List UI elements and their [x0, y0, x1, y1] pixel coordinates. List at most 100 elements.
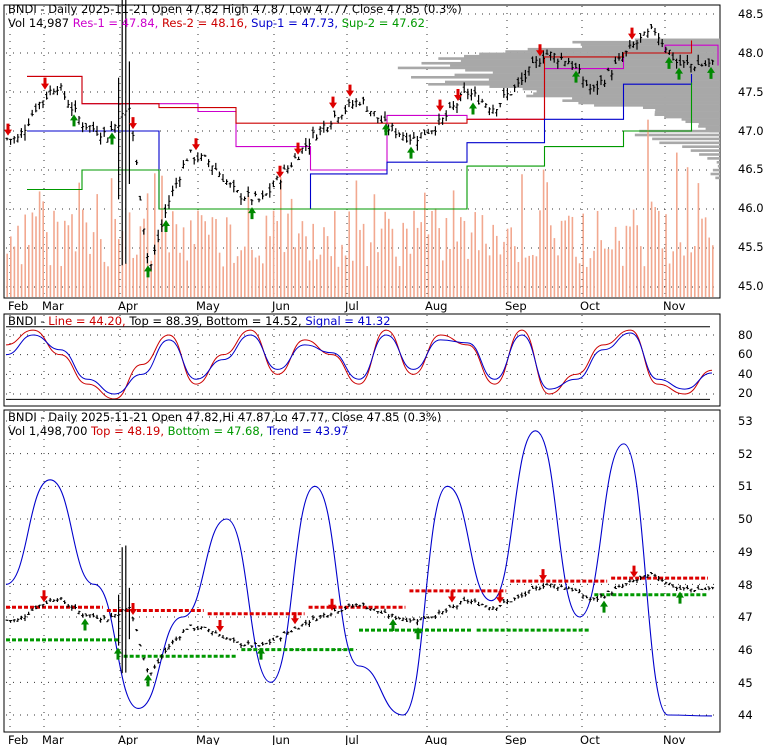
volume-bar [218, 252, 221, 297]
volume-profile-bar [642, 106, 720, 109]
volume-profile-bar [699, 153, 720, 156]
volume-bar [240, 250, 242, 297]
x-tick-label: Oct [580, 733, 600, 745]
volume-bar [697, 183, 700, 297]
volume-bar [67, 225, 70, 297]
volume-bar [456, 241, 458, 297]
volume-bar [463, 220, 466, 297]
buy-arrow-icon [70, 114, 78, 127]
buy-arrow-icon [162, 219, 170, 232]
buy-arrow-icon [707, 66, 715, 79]
trend-y-axis: 53 52 51 50 49 48 47 46 45 44 [738, 414, 753, 722]
volume-bar [611, 249, 613, 297]
volume-profile-bar [634, 133, 720, 137]
volume-bar [24, 214, 26, 297]
volume-profile-bar [698, 122, 720, 126]
volume-bar [13, 246, 16, 297]
volume-profile-bar [465, 68, 720, 72]
buy-arrow-icon [676, 591, 684, 604]
x-tick-label: May [196, 733, 220, 745]
trend-lines [5, 430, 713, 717]
volume-label: Vol 14,987 [8, 16, 73, 30]
volume-bar [136, 254, 138, 297]
volume-bar [82, 209, 84, 297]
volume-bar [305, 236, 307, 297]
sell-arrow-icon [628, 27, 636, 40]
volume-profile-bar [655, 108, 720, 112]
stochastic-header: BNDI - Line = 44.20, Top = 88.39, Bottom… [8, 314, 391, 328]
volume-bar [593, 250, 595, 297]
volume-bar [53, 210, 55, 297]
volume-bar [647, 119, 649, 297]
volume-bar [31, 212, 34, 297]
volume-bar [164, 221, 167, 297]
volume-bar [96, 194, 98, 297]
x-tick-label: Jul [344, 733, 359, 745]
volume-bar [64, 220, 66, 297]
volume-bar [143, 218, 145, 297]
sell-arrow-icon [346, 84, 354, 97]
volume-profile-bar [707, 157, 720, 160]
volume-bar [460, 217, 462, 297]
volume-bar [499, 254, 502, 297]
stochastic-panel-frame [3, 313, 721, 407]
volume-bar [258, 255, 260, 297]
volume-bar [406, 228, 408, 297]
volume-bar [244, 246, 246, 297]
volume-bar [139, 226, 142, 297]
line-sup-2 [27, 82, 693, 210]
volume-bar [316, 259, 318, 297]
volume-bar [539, 210, 541, 297]
volume-bar [197, 210, 199, 297]
sell-arrow-icon [448, 590, 456, 603]
volume-bar [6, 253, 8, 297]
stochastic-top-label: Top = 88.39, [128, 314, 206, 328]
volume-profile-bar [685, 120, 720, 124]
volume-bar [366, 266, 368, 297]
volume-bar [359, 229, 361, 297]
volume-bar [362, 223, 365, 297]
stochastic-line-line [5, 329, 713, 400]
volume-bar [380, 228, 383, 297]
volume-profile-bar [654, 113, 720, 117]
sell-arrow-icon [291, 612, 299, 625]
res2-label: Res-2 = 48.16, [162, 16, 251, 30]
volume-bar [643, 266, 646, 297]
volume-bar [560, 220, 563, 297]
volume-bar [701, 218, 703, 297]
volume-bar [510, 227, 512, 297]
volume-bar [582, 213, 584, 297]
volume-bar [182, 227, 185, 297]
volume-bar [395, 256, 397, 297]
sell-arrow-icon [436, 99, 444, 112]
volume-profile-bar [505, 50, 720, 53]
buy-arrow-icon [665, 56, 673, 69]
sell-arrow-icon [496, 591, 504, 604]
volume-profile-bar [562, 99, 720, 102]
volume-bar [110, 178, 113, 297]
volume-bar [38, 191, 41, 297]
volume-bar [528, 255, 530, 297]
volume-bar [557, 255, 559, 297]
volume-bar [575, 256, 577, 297]
volume-bar [377, 252, 379, 297]
x-tick-label: May [196, 299, 220, 313]
trend-x-axis: Feb Mar Apr May Jun Jul Aug Sep Oct Nov [8, 733, 686, 745]
volume-bar [35, 216, 37, 297]
buy-arrow-icon [108, 132, 116, 145]
buy-arrow-icon [414, 627, 422, 640]
x-tick-label: Sep [505, 299, 527, 313]
volume-profile-bar [492, 71, 720, 74]
volume-bar [352, 260, 354, 297]
volume-profile-bar [652, 137, 720, 141]
volume-bar [233, 262, 235, 297]
trend-line [5, 430, 713, 717]
price-bars [5, 0, 715, 272]
volume-bar [600, 240, 602, 297]
buy-arrow-icon [600, 600, 608, 613]
volume-bar [179, 252, 181, 297]
volume-bar [60, 266, 62, 297]
volume-bar [654, 207, 656, 297]
volume-profile-bar [634, 38, 720, 42]
volume-bar [204, 221, 206, 297]
